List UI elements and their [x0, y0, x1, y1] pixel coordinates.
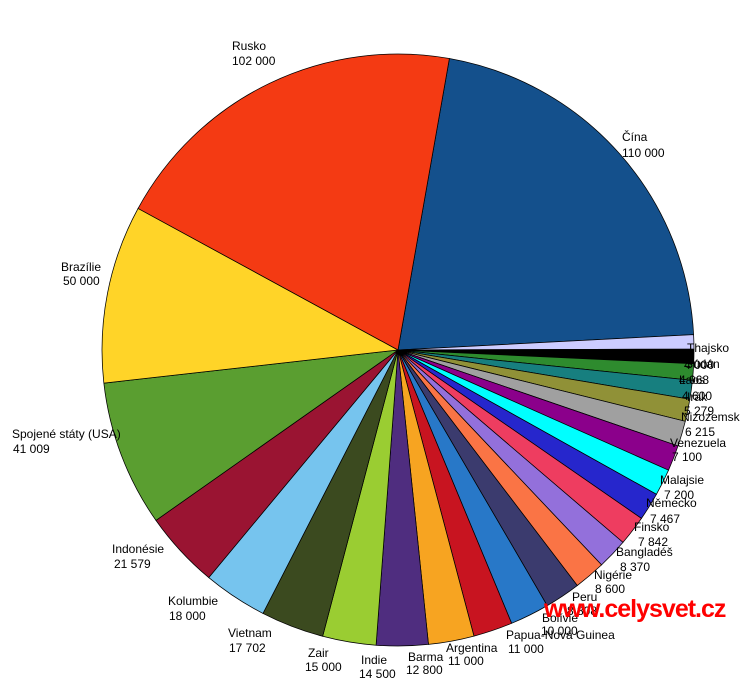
pie-label-name: Finsko	[634, 520, 670, 534]
pie-slice-22	[103, 349, 399, 521]
pie-label-name: Peru	[572, 590, 598, 604]
pie-label-name: Brazílie	[61, 260, 102, 274]
pie-label-value: 8 600	[595, 582, 626, 596]
pie-label-value: 6 215	[685, 425, 716, 439]
pie-label-name: Německo	[646, 496, 697, 510]
pie-label-name: Bangladéš	[616, 545, 673, 559]
pie-label-value: 11 000	[448, 654, 484, 668]
pie-label-value: 12 800	[406, 663, 443, 677]
pie-label-name: Indonésie	[112, 542, 165, 556]
pie-label-name: Nigérie	[594, 568, 633, 582]
pie-slice-24	[137, 53, 450, 351]
pie-label-name: Súdán	[685, 357, 720, 371]
pie-label-value: 11 000	[508, 642, 544, 656]
pie-label-value: 7 842	[638, 535, 669, 549]
pie-label-value: 7 100	[672, 450, 703, 464]
pie-label-name: Kolumbie	[168, 594, 219, 608]
pie-label-name: Malajsie	[660, 473, 705, 487]
pie-label-name: Zair	[308, 646, 329, 660]
pie-label-value: 7 467	[650, 512, 681, 526]
pie-label-name: Spojené státy (USA)	[12, 427, 121, 441]
pie-label-value: 8 808	[567, 604, 598, 618]
pie-label-name: Vietnam	[228, 626, 272, 640]
pie-label-value: 4 600	[682, 389, 713, 403]
pie-label-value: 21 579	[114, 557, 151, 571]
pie-label-value: 10 000	[541, 624, 578, 638]
pie-label-value: 5 279	[684, 404, 715, 418]
pie-label-value: 15 000	[305, 660, 342, 674]
pie-label-value: 110 000	[622, 146, 665, 160]
pie-label-name: Čína	[622, 130, 648, 144]
pie-slice-0	[397, 58, 694, 351]
pie-label-name: Thajsko	[687, 341, 730, 355]
pie-label-name: Irák	[687, 390, 708, 404]
pie-label-value: 102 000	[232, 54, 276, 68]
pie-label-value: 14 500	[359, 667, 396, 681]
pie-label-value: 17 702	[229, 641, 266, 655]
pie-label-name: Papua-Nová Guinea	[506, 628, 615, 642]
pie-label-value: 4 000	[684, 358, 715, 372]
pie-label-value: 18 000	[169, 609, 206, 623]
pie-label-value: 41 009	[13, 442, 50, 456]
pie-label-name: Indie	[361, 653, 388, 667]
pie-label-value: 4 068	[679, 373, 710, 387]
pie-label-name: Nizozemsko	[681, 410, 740, 424]
pie-slice-23	[101, 207, 400, 384]
pie-label-name: Barma	[408, 650, 444, 664]
pie-label-name: Rusko	[232, 39, 267, 53]
pie-label-name: Laos	[679, 373, 706, 387]
pie-label-name: Venezuela	[670, 436, 727, 450]
watermark: www.celysvet.cz	[544, 595, 726, 623]
pie-label-value: 8 370	[620, 560, 651, 574]
pie-label-name: Bolívie	[542, 611, 579, 625]
pie-label-value: 50 000	[63, 274, 100, 288]
pie-label-name: Argentina	[446, 641, 498, 655]
pie-label-value: 7 200	[664, 488, 695, 502]
